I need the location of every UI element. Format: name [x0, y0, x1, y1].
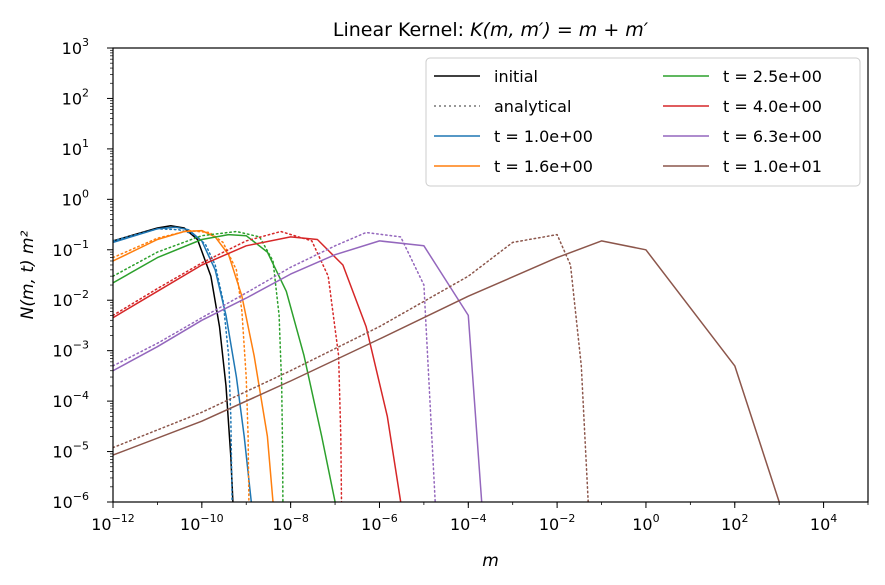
x-tick-label: 10−8 — [272, 512, 309, 534]
series-line-4 — [113, 229, 250, 502]
legend-label: analytical — [494, 97, 571, 116]
series-line-9 — [113, 240, 483, 502]
series-line-11 — [113, 240, 780, 502]
y-tick-label: 103 — [62, 36, 89, 58]
series-line-0 — [113, 224, 234, 502]
x-tick-label: 10−6 — [361, 512, 398, 534]
plot-frame — [112, 47, 869, 503]
legend-label: t = 1.0e+00 — [494, 127, 593, 146]
series-line-6 — [113, 230, 284, 502]
y-tick-label: 100 — [62, 187, 89, 209]
chart-title-formula: K(m, m′) = m + m′ — [470, 19, 649, 41]
series-line-1 — [113, 226, 253, 502]
x-tick-label: 100 — [632, 512, 659, 534]
series-line-12 — [113, 233, 589, 502]
legend-label: t = 2.5e+00 — [723, 67, 822, 86]
x-tick-label: 10−2 — [539, 512, 576, 534]
legend-label: t = 1.0e+01 — [723, 157, 822, 176]
legend: initial analytical t = 1.0e+00 t = 1.6e+00 t… — [425, 57, 861, 187]
plot-lines — [113, 224, 780, 502]
y-tick-label: 101 — [62, 137, 89, 159]
legend-box — [425, 57, 861, 187]
y-tick-label: 10−6 — [52, 490, 89, 512]
y-axis-label: N(m, t) m² — [18, 230, 38, 319]
chart-title-prefix: Linear Kernel: — [333, 19, 470, 41]
series-line-8 — [113, 230, 343, 502]
series-line-10 — [113, 231, 436, 502]
series-line-3 — [113, 229, 274, 502]
x-tick-label: 10−10 — [180, 512, 224, 534]
y-tick-label: 10−3 — [52, 339, 89, 361]
legend-label: t = 1.6e+00 — [494, 157, 593, 176]
series-line-2 — [113, 228, 233, 502]
x-tick-label: 102 — [721, 512, 748, 534]
y-tick-label: 102 — [62, 86, 89, 108]
legend-label: t = 4.0e+00 — [723, 97, 822, 116]
chart-title: Linear Kernel: K(m, m′) = m + m′ — [333, 19, 649, 41]
y-tick-label: 10−5 — [52, 440, 89, 462]
x-tick-label: 10−4 — [450, 512, 487, 534]
x-tick-label: 10−12 — [91, 512, 135, 534]
y-tick-label: 10−4 — [52, 389, 89, 411]
y-tick-label: 10−1 — [52, 238, 89, 260]
axis-ticks: 10−12 10−10 10−8 10−6 10−4 10−2 100 102 104 10−6 1… — [52, 36, 869, 534]
legend-label: t = 6.3e+00 — [723, 127, 822, 146]
x-axis-label: m — [482, 551, 499, 571]
y-tick-label: 10−2 — [52, 288, 89, 310]
x-tick-label: 104 — [810, 512, 837, 534]
legend-label: initial — [494, 67, 538, 86]
